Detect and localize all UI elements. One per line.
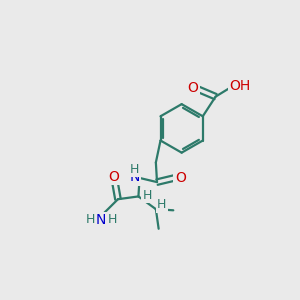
Text: OH: OH: [230, 79, 251, 93]
Text: O: O: [109, 170, 119, 184]
Text: N: N: [96, 213, 106, 227]
Text: H: H: [142, 189, 152, 202]
Text: H: H: [130, 163, 139, 176]
Text: H: H: [157, 199, 166, 212]
Text: N: N: [129, 170, 140, 184]
Text: H: H: [107, 214, 117, 226]
Text: H: H: [85, 214, 95, 226]
Text: O: O: [175, 171, 186, 185]
Text: O: O: [188, 81, 199, 95]
